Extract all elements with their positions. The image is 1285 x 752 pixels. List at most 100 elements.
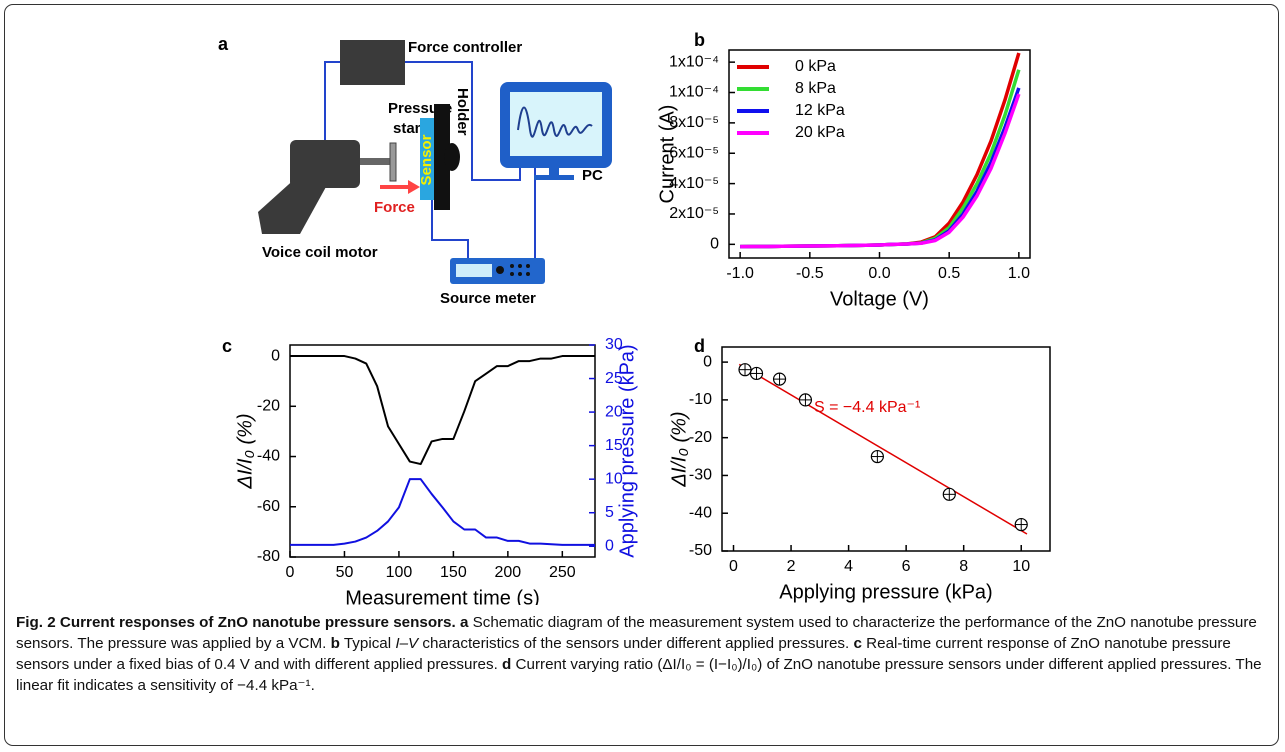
y2-tick-label: 10	[605, 470, 623, 487]
x-tick-label: 0.5	[938, 265, 960, 282]
button	[526, 272, 530, 276]
data-point	[870, 449, 884, 464]
y-axis-label: Current (A)	[656, 105, 678, 204]
y-tick-label: 2x10⁻⁵	[669, 205, 719, 222]
caption-text: Current varying ratio (ΔI/I₀ = (I−I₀)/I₀…	[16, 656, 1262, 694]
y-tick-label: 6x10⁻⁵	[669, 144, 719, 161]
y-tick-label: 0	[271, 347, 280, 364]
series-line	[740, 69, 1021, 249]
sensor	[420, 118, 434, 200]
y-tick-label: -20	[257, 398, 280, 415]
caption-text: Typical	[343, 635, 396, 652]
data-point	[749, 366, 764, 381]
y-tick-label: -80	[257, 548, 280, 565]
wire	[405, 61, 521, 181]
plot-frame	[289, 344, 596, 558]
button	[518, 272, 522, 276]
plot-frame	[721, 346, 1051, 552]
data-point	[1014, 517, 1028, 532]
meter-knob	[496, 266, 504, 274]
y2-tick-label: 30	[605, 336, 623, 353]
y2-axis-label: Applying pressure (kPa)	[616, 344, 638, 557]
legend-label: 8 kPa	[795, 80, 836, 97]
y2-tick-label: 0	[605, 537, 614, 554]
holder	[434, 104, 450, 210]
caption-panel-label: c	[853, 635, 862, 652]
pc-stand	[549, 168, 559, 176]
x-tick-label: 10	[1012, 558, 1030, 575]
y-tick-label: -50	[689, 542, 712, 559]
x-tick-label: -0.5	[796, 265, 824, 282]
button	[510, 272, 514, 276]
arrow-head	[408, 180, 420, 194]
panel-label: b	[694, 30, 705, 50]
series-line	[740, 93, 1021, 249]
pc-base	[534, 175, 574, 180]
holder-knob	[444, 143, 460, 171]
y2-tick-label: 5	[605, 504, 614, 521]
pc-screen	[510, 92, 602, 156]
x-tick-label: 0	[729, 558, 738, 575]
data-point	[942, 487, 956, 501]
legend-label: 20 kPa	[795, 124, 845, 141]
panel-label: c	[222, 336, 232, 356]
caption-title: Fig. 2 Current responses of ZnO nanotube…	[16, 614, 456, 631]
data-point	[798, 393, 813, 407]
legend-label: 0 kPa	[795, 58, 836, 75]
label: Force	[374, 199, 415, 216]
label: Voice coil motor	[262, 244, 378, 261]
caption-text: characteristics of the sensors under dif…	[418, 635, 850, 652]
label: PC	[582, 167, 603, 184]
caption-panel-label: d	[502, 656, 512, 673]
voice-coil-motor	[290, 140, 360, 188]
panel-label: d	[694, 336, 705, 356]
force-controller	[340, 40, 405, 85]
figure-border	[4, 4, 1279, 746]
y-tick-label: 0	[710, 236, 719, 253]
y-tick-label: -60	[257, 498, 280, 515]
wire	[431, 200, 469, 258]
y-tick-label: -10	[689, 391, 712, 408]
y2-tick-label: 20	[605, 403, 623, 420]
y-tick-label: -20	[689, 429, 712, 446]
x-tick-label: 250	[549, 564, 576, 581]
caption-text: Real-time current response of ZnO nanotu…	[16, 635, 1231, 673]
label: Sensor	[418, 134, 435, 185]
motor-base	[258, 176, 332, 234]
data-point	[772, 372, 787, 386]
stamp-plate	[389, 142, 397, 182]
x-tick-label: 4	[844, 558, 853, 575]
caption-panel-label: b	[330, 635, 340, 652]
x-tick-label: 150	[440, 564, 467, 581]
x-tick-label: 50	[336, 564, 354, 581]
caption: Fig. 2 Current responses of ZnO nanotube…	[16, 612, 1274, 696]
button	[510, 264, 514, 268]
fit-line	[738, 363, 1028, 535]
meter-display	[456, 264, 492, 277]
x-tick-label: 8	[959, 558, 968, 575]
x-tick-label: 6	[902, 558, 911, 575]
stamp-rod	[360, 158, 392, 165]
x-tick-label: -1.0	[726, 265, 754, 282]
x-tick-label: 100	[386, 564, 413, 581]
meter-buttons	[510, 264, 530, 276]
y-tick-label: 8x10⁻⁵	[669, 114, 719, 131]
wave	[517, 106, 593, 138]
y-tick-label: -40	[689, 504, 712, 521]
button	[526, 264, 530, 268]
x-tick-label: 0	[286, 564, 295, 581]
x-tick-label: 2	[787, 558, 796, 575]
x-tick-label: 1.0	[1008, 265, 1030, 282]
wire	[324, 61, 340, 142]
y-tick-label: 4x10⁻⁵	[669, 175, 719, 192]
y2-tick-label: 15	[605, 437, 623, 454]
legend-label: 12 kPa	[795, 102, 845, 119]
label: Force controller	[408, 39, 522, 56]
figure: a Force controller Voice coil motor Pres…	[218, 30, 1051, 605]
diagram: a Force controller Voice coil motor Pres…	[218, 34, 612, 307]
series-line	[740, 52, 1021, 249]
panel-label: a	[218, 34, 229, 54]
y-axis-label: ΔI/I₀ (%)	[668, 411, 690, 487]
data-point	[738, 363, 752, 377]
y-tick-label: -30	[689, 467, 712, 484]
